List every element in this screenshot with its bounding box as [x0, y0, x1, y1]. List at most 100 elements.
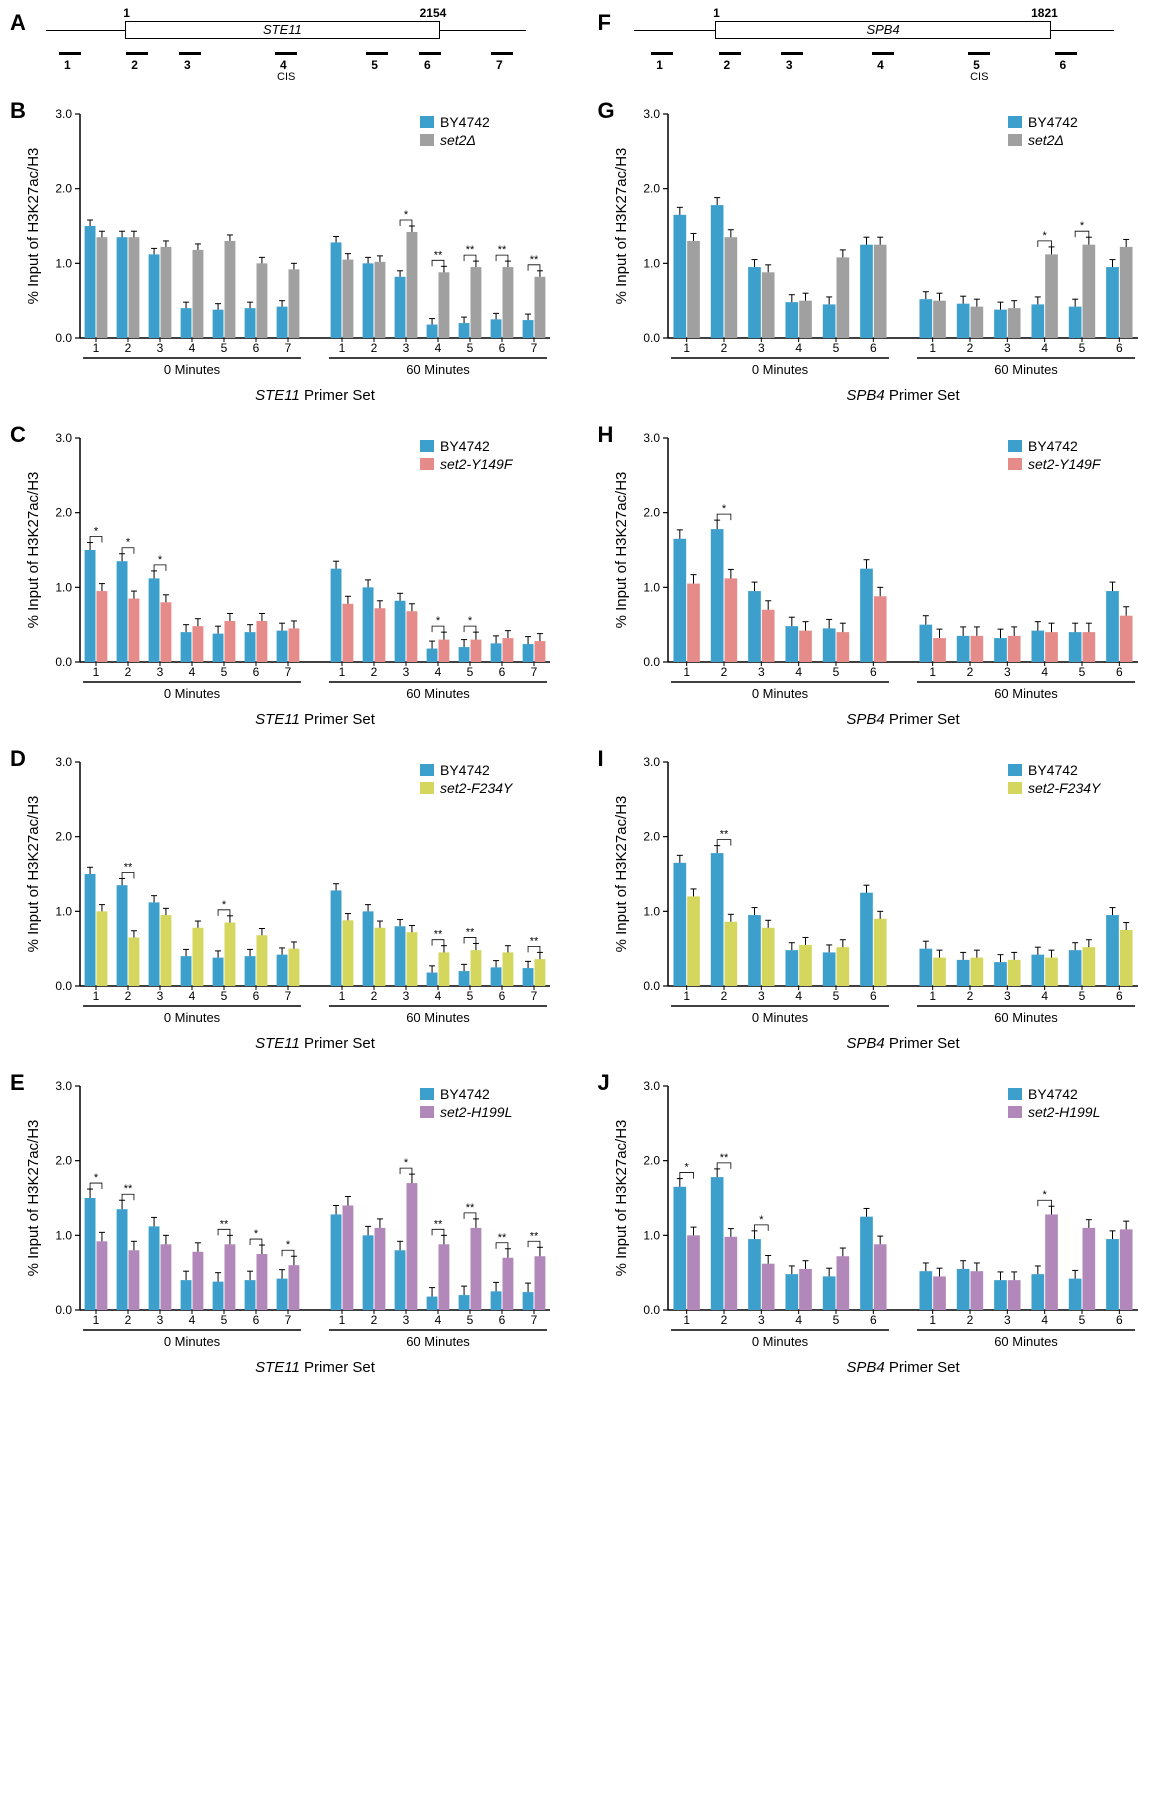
- bar: [213, 634, 224, 662]
- x-tick-label: 1: [683, 665, 690, 679]
- bar: [836, 947, 849, 986]
- bar: [225, 1244, 236, 1310]
- bar: [822, 952, 835, 986]
- bar: [245, 308, 256, 338]
- timepoint-label: 0 Minutes: [751, 1334, 808, 1349]
- panel-label: F: [598, 10, 611, 36]
- bar: [860, 893, 873, 986]
- y-tick-label: 1.0: [643, 1228, 660, 1242]
- bar: [395, 277, 406, 338]
- timepoint-label: 60 Minutes: [406, 362, 470, 377]
- x-tick-label: 1: [339, 341, 346, 355]
- x-tick-label: 6: [499, 665, 506, 679]
- significance-marker: **: [466, 926, 475, 938]
- legend-swatch: [1008, 1088, 1022, 1100]
- bar: [919, 299, 932, 338]
- bar: [331, 242, 342, 338]
- bar: [97, 591, 108, 662]
- chart: 0.01.02.03.01234567***1234567******0 Min…: [20, 746, 568, 1056]
- x-tick-label: 6: [869, 989, 876, 1003]
- chart: 0.01.02.03.0123456*1234560 Minutes60 Min…: [608, 422, 1156, 732]
- bar: [860, 1217, 873, 1310]
- bar: [117, 885, 128, 986]
- legend-swatch: [1008, 764, 1022, 776]
- legend-swatch: [420, 116, 434, 128]
- bar: [289, 628, 300, 662]
- gene-diagram-SPB4: SPB41182112345CIS6: [634, 16, 1114, 86]
- timepoint-label: 0 Minutes: [164, 1010, 221, 1025]
- x-tick-label: 3: [757, 989, 764, 1003]
- bar: [149, 254, 160, 338]
- x-tick-label: 4: [435, 665, 442, 679]
- bar: [836, 1256, 849, 1310]
- bar: [97, 911, 108, 986]
- bar: [245, 956, 256, 986]
- bar: [724, 922, 737, 986]
- panel-label: J: [598, 1070, 610, 1096]
- chart: 0.01.02.03.0123456123456**0 Minutes60 Mi…: [608, 98, 1156, 408]
- significance-marker: *: [286, 1239, 291, 1251]
- bar: [343, 604, 354, 662]
- x-tick-label: 2: [125, 341, 132, 355]
- x-tick-label: 1: [683, 341, 690, 355]
- bar: [213, 310, 224, 338]
- bar: [117, 561, 128, 662]
- bar: [860, 245, 873, 338]
- significance-marker: *: [759, 1214, 764, 1226]
- significance-marker: *: [1042, 230, 1047, 242]
- bar: [933, 958, 946, 986]
- bar: [687, 896, 700, 986]
- y-tick-label: 1.0: [55, 580, 72, 594]
- legend-label: set2Δ: [1028, 132, 1064, 148]
- bar: [193, 626, 204, 662]
- bar: [289, 949, 300, 986]
- bar: [459, 323, 470, 338]
- x-axis-title: SPB4 Primer Set: [846, 711, 960, 728]
- y-tick-label: 3.0: [55, 1079, 72, 1093]
- x-tick-label: 3: [403, 665, 410, 679]
- bar: [471, 640, 482, 662]
- x-tick-label: 5: [221, 989, 228, 1003]
- x-axis-title: STE11 Primer Set: [255, 711, 376, 728]
- bar: [225, 241, 236, 338]
- bar: [1106, 591, 1119, 662]
- bar: [193, 1252, 204, 1310]
- bar: [1031, 955, 1044, 986]
- x-tick-label: 1: [93, 989, 100, 1003]
- x-tick-label: 4: [189, 341, 196, 355]
- bar: [822, 1276, 835, 1310]
- significance-marker: **: [530, 254, 539, 266]
- y-tick-label: 0.0: [643, 331, 660, 345]
- bar: [724, 237, 737, 338]
- x-tick-label: 6: [253, 341, 260, 355]
- panel-B: B 0.01.02.03.012345671234567*********0 M…: [10, 98, 568, 414]
- x-tick-label: 2: [125, 1313, 132, 1327]
- x-tick-label: 1: [93, 665, 100, 679]
- y-axis-title: % Input of H3K27ac/H3: [25, 796, 42, 953]
- x-tick-label: 2: [125, 989, 132, 1003]
- x-tick-label: 3: [157, 989, 164, 1003]
- chart: 0.01.02.03.01234567***1234567**0 Minutes…: [20, 422, 568, 732]
- bar: [117, 237, 128, 338]
- bar: [1082, 632, 1095, 662]
- legend-label: set2-Y149F: [440, 456, 514, 472]
- x-tick-label: 6: [499, 341, 506, 355]
- bar: [1045, 958, 1058, 986]
- y-axis-title: % Input of H3K27ac/H3: [25, 148, 42, 305]
- bar: [491, 319, 502, 338]
- x-tick-label: 7: [285, 1313, 292, 1327]
- bar: [673, 1187, 686, 1310]
- bar: [724, 578, 737, 662]
- bar: [970, 636, 983, 662]
- y-axis-title: % Input of H3K27ac/H3: [25, 1120, 42, 1277]
- x-tick-label: 6: [499, 1313, 506, 1327]
- x-tick-label: 6: [1115, 989, 1122, 1003]
- x-tick-label: 7: [285, 665, 292, 679]
- significance-marker: *: [1079, 220, 1084, 232]
- x-tick-label: 6: [253, 1313, 260, 1327]
- timepoint-label: 0 Minutes: [751, 1010, 808, 1025]
- bar: [277, 307, 288, 338]
- x-tick-label: 3: [757, 665, 764, 679]
- x-tick-label: 6: [1115, 341, 1122, 355]
- y-tick-label: 2.0: [55, 1154, 72, 1168]
